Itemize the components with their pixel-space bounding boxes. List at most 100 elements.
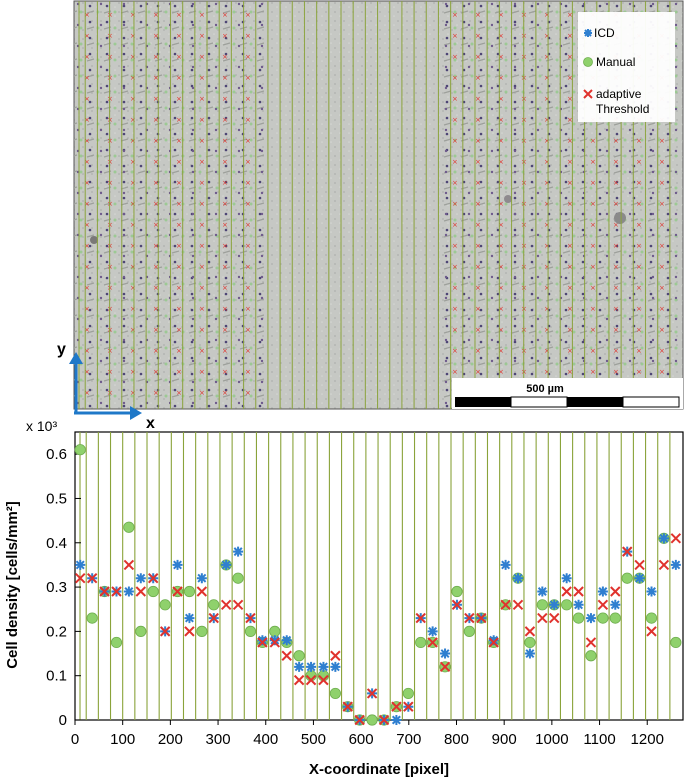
icd-point xyxy=(573,599,584,610)
threshold-point xyxy=(159,626,171,637)
threshold-point xyxy=(524,626,536,637)
manual-point xyxy=(123,521,135,533)
threshold-point xyxy=(172,586,183,597)
manual-point xyxy=(366,714,378,726)
icd-point xyxy=(318,661,329,672)
manual-point xyxy=(536,599,548,611)
legend-manual-marker xyxy=(583,57,593,67)
threshold-point xyxy=(500,599,511,611)
legend-threshold-marker xyxy=(583,89,593,99)
threshold-point xyxy=(318,674,329,686)
scale-segment-2 xyxy=(510,396,568,408)
icd-point xyxy=(233,546,244,557)
x-axis-ticks: 0 100 200 300 400 500 600 700 800 900 1000 1100 1200 xyxy=(71,720,664,748)
icd-point xyxy=(330,661,341,672)
y-axis-title: Cell density [cells/mm²] xyxy=(4,501,21,669)
threshold-point xyxy=(476,612,487,624)
y-axis-ticks: 0 0.1 0.2 0.3 0.4 0.5 0.6 xyxy=(46,446,81,729)
manual-point xyxy=(329,687,341,700)
cell-blob xyxy=(90,236,98,244)
cell-blob xyxy=(614,212,626,224)
plot-grid-lines xyxy=(79,432,671,720)
threshold-point xyxy=(488,637,499,648)
icd-point xyxy=(135,573,146,584)
threshold-point xyxy=(184,626,195,637)
icd-point xyxy=(561,573,572,584)
orientation-axes: y x xyxy=(57,341,155,432)
y-tick-label: 0.6 xyxy=(46,446,67,463)
manual-point xyxy=(293,650,305,662)
threshold-point xyxy=(464,612,475,624)
legend-icd-label: ICD xyxy=(594,26,615,40)
icd-point xyxy=(646,586,657,597)
threshold-point xyxy=(391,701,402,712)
x-tick-label: 900 xyxy=(492,731,517,748)
icd-point xyxy=(306,661,317,672)
legend-threshold-label: adaptive xyxy=(596,87,642,101)
manual-point xyxy=(183,585,196,598)
threshold-point xyxy=(597,599,609,611)
threshold-point xyxy=(658,559,670,571)
manual-point xyxy=(645,612,658,624)
threshold-point xyxy=(147,573,159,584)
icd-point xyxy=(257,635,268,646)
threshold-point xyxy=(111,586,122,597)
threshold-point xyxy=(293,674,305,686)
threshold-point xyxy=(196,586,208,597)
manual-point xyxy=(415,636,427,649)
x-arrow-head xyxy=(130,406,142,420)
manual-point xyxy=(561,599,573,611)
threshold-point xyxy=(269,637,281,648)
icd-point xyxy=(585,613,596,624)
threshold-point xyxy=(537,612,548,624)
threshold-point xyxy=(257,637,268,648)
icd-point xyxy=(513,573,524,584)
threshold-point xyxy=(621,546,633,557)
icd-point xyxy=(524,648,535,659)
legend-manual-label: Manual xyxy=(596,55,635,69)
threshold-point xyxy=(366,688,378,699)
icd-point xyxy=(75,559,86,570)
threshold-point xyxy=(378,714,390,726)
micrograph-legend: ICD Manual adaptive Threshold xyxy=(578,12,675,122)
threshold-point xyxy=(99,586,110,597)
manual-point xyxy=(208,599,220,611)
manual-point xyxy=(609,612,621,624)
y-tick-label: 0 xyxy=(59,712,67,729)
threshold-point xyxy=(561,586,572,597)
cell-blob xyxy=(504,195,512,203)
manual-point xyxy=(402,687,414,700)
threshold-point xyxy=(585,637,597,648)
legend-icd-marker xyxy=(584,29,592,37)
y-tick-label: 0.1 xyxy=(46,668,67,685)
icd-point xyxy=(537,586,548,597)
threshold-point xyxy=(439,661,451,673)
icd-point xyxy=(294,661,305,672)
icd-point xyxy=(427,626,438,637)
x-tick-label: 0 xyxy=(71,731,79,748)
plot-frame xyxy=(74,431,684,721)
icd-point xyxy=(634,573,645,584)
icd-point xyxy=(440,648,451,659)
icd-point xyxy=(221,559,232,570)
threshold-point xyxy=(75,573,86,584)
threshold-point xyxy=(549,612,560,624)
threshold-point xyxy=(610,586,621,597)
y-axis-letter: y xyxy=(57,341,66,358)
threshold-point xyxy=(451,599,463,611)
manual-point xyxy=(135,625,147,637)
threshold-point xyxy=(220,599,232,611)
y-tick-label: 0.5 xyxy=(46,490,67,507)
x-tick-label: 600 xyxy=(349,731,374,748)
manual-point xyxy=(147,585,159,598)
scale-segment-3 xyxy=(567,397,623,407)
x-tick-label: 700 xyxy=(396,731,421,748)
manual-point xyxy=(110,636,123,649)
x-tick-label: 800 xyxy=(444,731,469,748)
micrograph-grid-lines xyxy=(78,1,671,409)
threshold-point xyxy=(573,586,584,597)
cell-texture-left-markers xyxy=(74,1,264,409)
scale-bar: 500 µm xyxy=(452,378,683,409)
threshold-point xyxy=(305,674,317,686)
